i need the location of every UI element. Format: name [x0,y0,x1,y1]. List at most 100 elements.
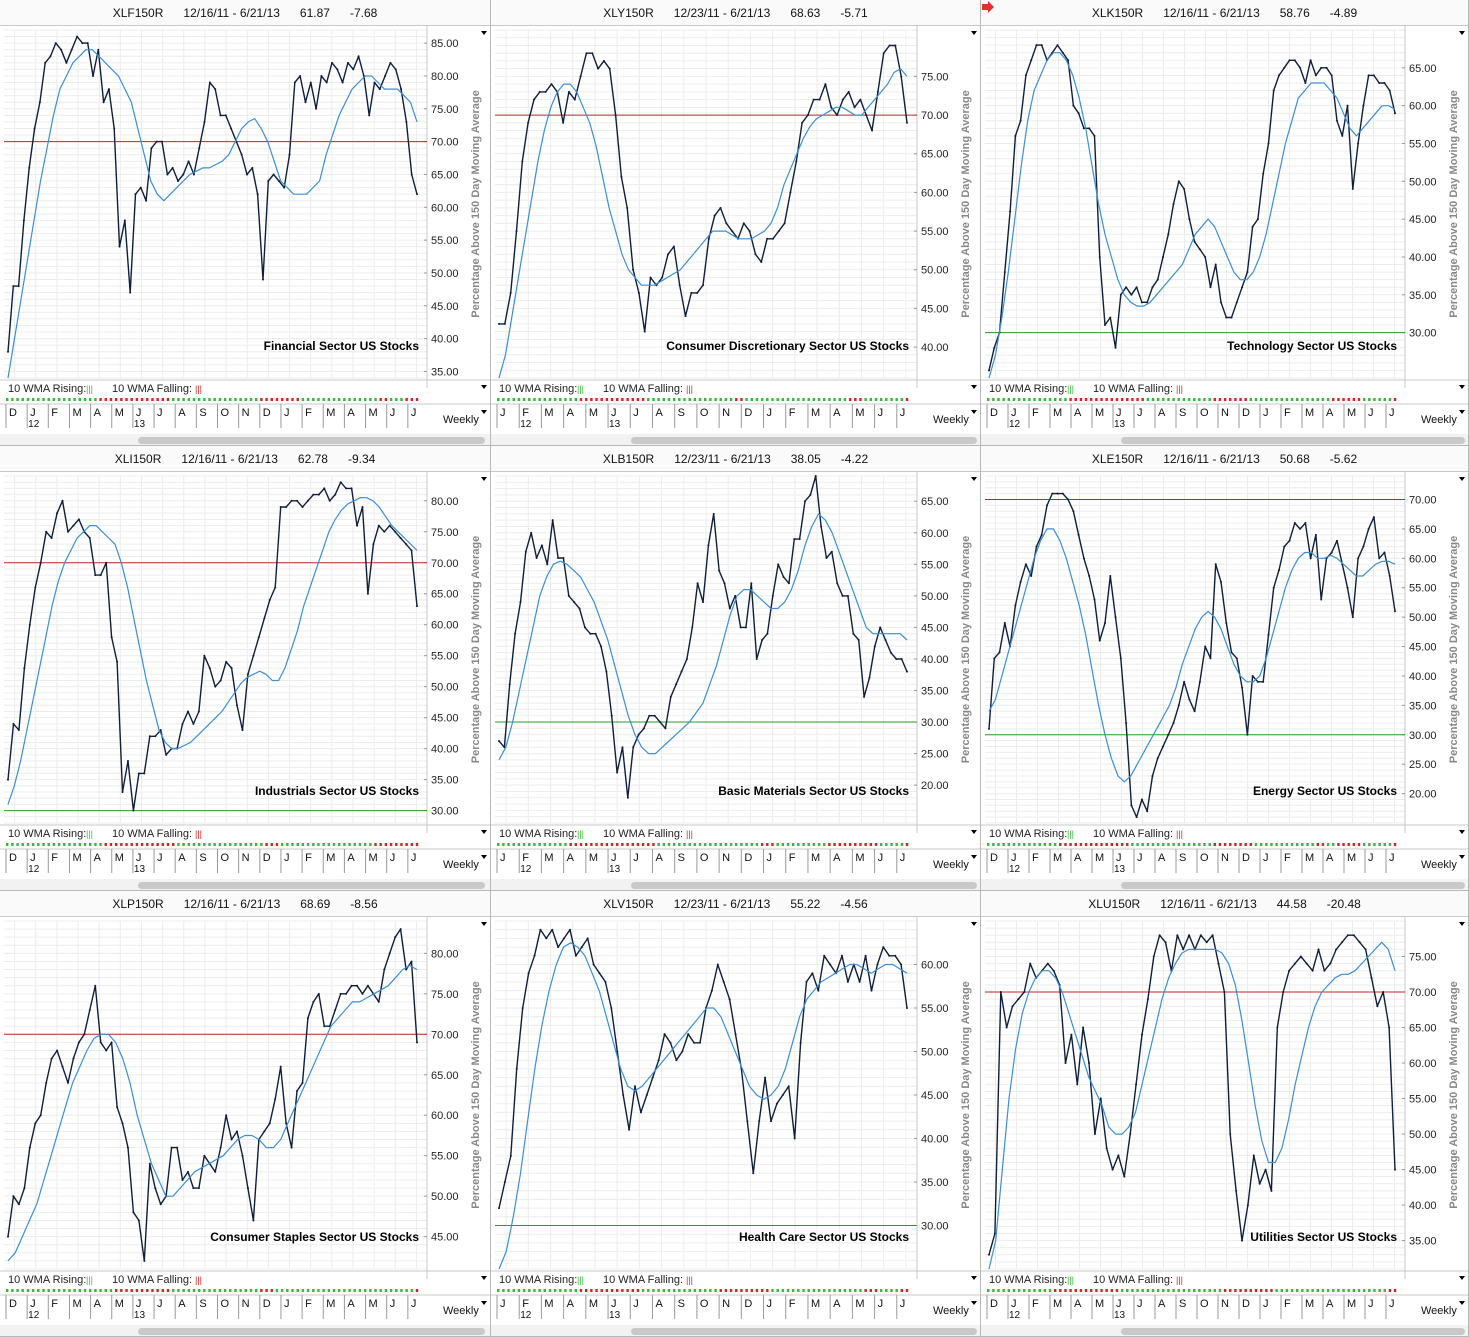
price-point [1388,574,1391,577]
wma-dot [760,398,764,401]
scrollbar-thumb[interactable] [631,1328,977,1335]
wma-dot [1347,1289,1350,1292]
chevron-down-icon[interactable] [1459,1276,1465,1280]
chevron-down-icon[interactable] [971,1301,977,1305]
wma-dot [374,843,377,846]
wma-dot [218,1289,222,1292]
chevron-down-icon[interactable] [1459,385,1465,389]
price-point [592,963,595,966]
chart-last-value: 61.87 [299,6,330,20]
price-point [823,954,826,957]
price-point [1146,998,1149,1001]
wma-dot [750,1289,753,1292]
price-point [288,153,291,156]
chevron-down-icon[interactable] [971,830,977,834]
price-point [1209,286,1212,289]
price-point [1119,657,1122,660]
wma-dot [317,843,320,846]
scrollbar-thumb[interactable] [1121,1328,1465,1335]
wma-dot [1033,398,1036,401]
price-point [315,107,318,110]
chevron-down-icon[interactable] [481,1301,487,1305]
wma-dot [864,398,867,401]
period-selector[interactable]: Weekly [1421,414,1457,426]
chevron-down-icon[interactable] [481,855,487,859]
scrollbar-thumb[interactable] [138,437,485,444]
chevron-down-icon[interactable] [971,477,977,481]
wma-dot [1053,1289,1057,1292]
chevron-down-icon[interactable] [1459,410,1465,414]
wma-dot [766,398,769,401]
chevron-down-icon[interactable] [481,477,487,481]
wma-dot [218,398,222,401]
chevron-down-icon[interactable] [971,31,977,35]
scrollbar-thumb[interactable] [631,882,977,889]
chevron-down-icon[interactable] [971,1276,977,1280]
wma-dot [1316,843,1319,846]
price-point [1329,962,1332,965]
scrollbar-thumb[interactable] [138,1328,485,1335]
period-selector[interactable]: Weekly [933,859,969,871]
price-point [113,127,116,130]
chevron-down-icon[interactable] [1459,31,1465,35]
price-point [77,1041,80,1044]
wma-dot [1007,398,1010,401]
period-selector[interactable]: Weekly [933,1305,969,1317]
chevron-down-icon[interactable] [1459,922,1465,926]
chevron-down-icon[interactable] [481,922,487,926]
price-point [787,582,790,585]
price-point [1046,504,1048,507]
chevron-down-icon[interactable] [971,385,977,389]
price-point [366,592,369,595]
scrollbar-thumb[interactable] [1121,882,1465,889]
period-selector[interactable]: Weekly [1421,1305,1457,1317]
price-point [1177,704,1180,707]
chevron-down-icon[interactable] [481,385,487,389]
wma-dot [605,843,609,846]
wma-dot [1167,398,1170,401]
wma-dot [1038,398,1041,401]
chevron-down-icon[interactable] [971,922,977,926]
wma-dot [745,1289,748,1292]
chevron-down-icon[interactable] [481,830,487,834]
wma-dot [662,398,665,401]
chart-svg: 30.0035.0040.0045.0050.0055.0060.0065.00… [0,472,490,890]
chevron-down-icon[interactable] [1459,855,1465,859]
chevron-down-icon[interactable] [971,410,977,414]
chevron-down-icon[interactable] [481,410,487,414]
price-point [1382,991,1385,994]
price-point [357,55,360,58]
wma-dot [616,843,619,846]
chevron-down-icon[interactable] [1459,477,1465,481]
wma-dot [332,843,336,846]
price-point [858,980,861,983]
wma-dot [249,398,253,401]
chevron-down-icon[interactable] [481,1276,487,1280]
wma-dot [16,398,19,401]
price-point [712,512,715,515]
scrollbar-thumb[interactable] [631,437,977,444]
wma-dot [1141,1289,1144,1292]
chart-date-range: 12/16/11 - 6/21/13 [183,897,281,911]
wma-dot [616,1289,619,1292]
period-selector[interactable]: Weekly [443,1305,479,1317]
chevron-down-icon[interactable] [971,855,977,859]
chevron-down-icon[interactable] [1459,830,1465,834]
scrollbar-thumb[interactable] [1121,437,1465,444]
scrollbar-thumb[interactable] [138,882,485,889]
wma-dot [1146,1289,1150,1292]
wma-dot [895,843,898,846]
period-selector[interactable]: Weekly [443,414,479,426]
price-point [181,1178,184,1181]
period-selector[interactable]: Weekly [1421,859,1457,871]
y-axis-label: Percentage Above 150 Day Moving Average [960,536,972,763]
wma-dot [791,1289,795,1292]
price-point [154,735,157,738]
period-selector[interactable]: Weekly [443,859,479,871]
period-selector[interactable]: Weekly [933,414,969,426]
price-point [1293,962,1296,965]
chevron-down-icon[interactable] [1459,1301,1465,1305]
wma-dot [1177,843,1180,846]
chevron-down-icon[interactable] [481,31,487,35]
red-arrow-icon[interactable] [981,0,995,14]
